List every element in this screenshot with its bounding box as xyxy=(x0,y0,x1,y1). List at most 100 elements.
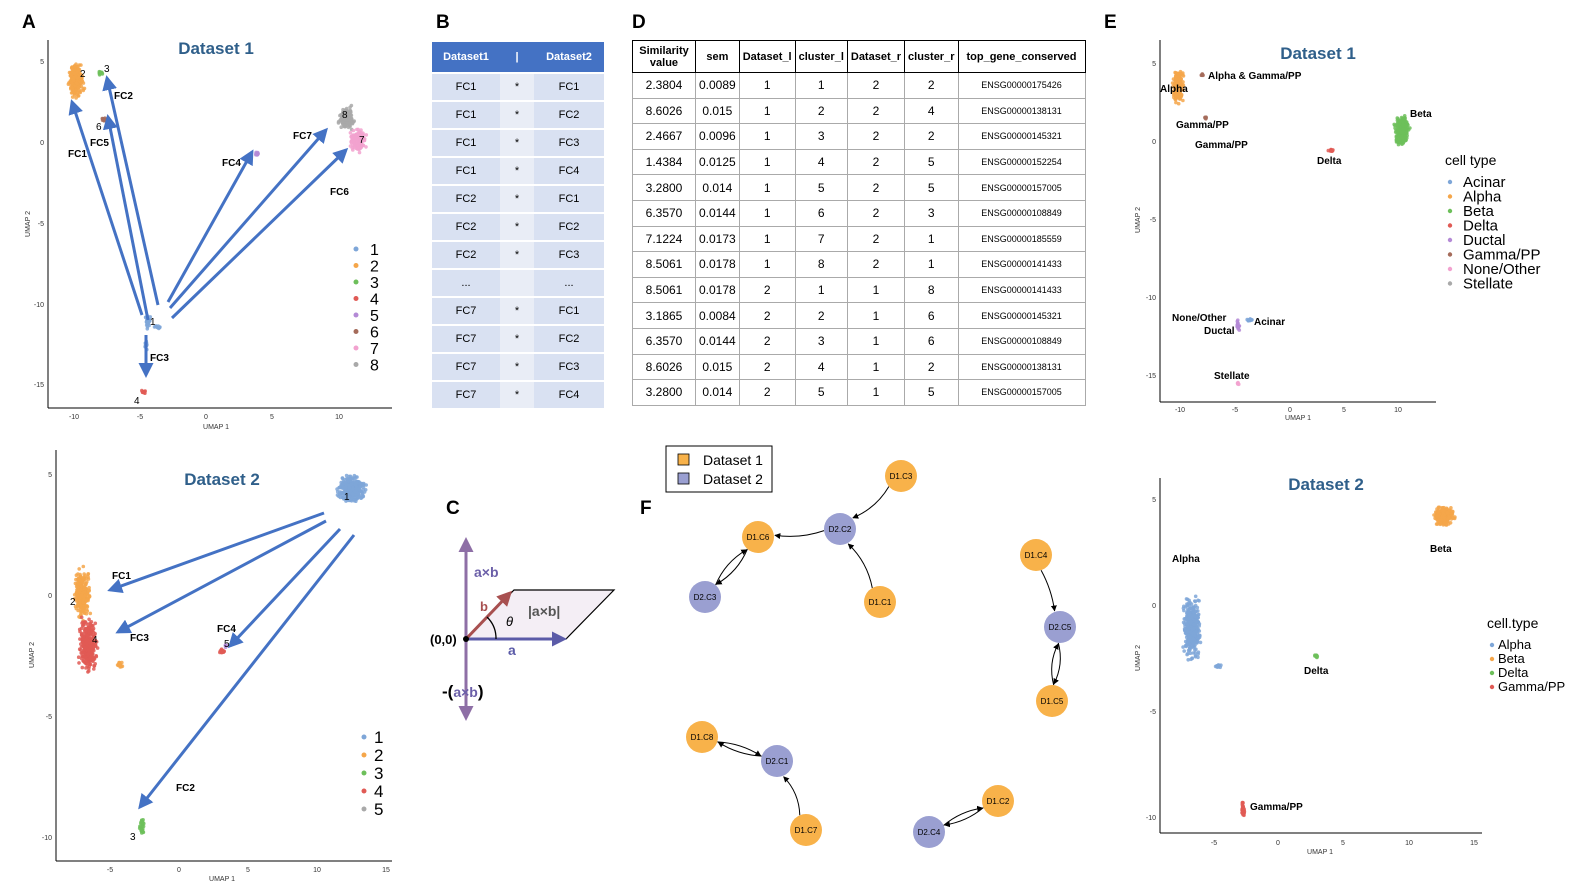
alpha-points xyxy=(1182,649,1186,653)
table-cell: ENSG00000108849 xyxy=(957,199,1086,227)
cluster-4-points xyxy=(83,628,87,633)
cluster-8-points xyxy=(340,120,345,124)
table-cell: 2 xyxy=(846,148,906,176)
cluster-1-points xyxy=(342,497,346,501)
table-cell: 0.0173 xyxy=(695,225,740,253)
table-cell: 2 xyxy=(904,353,959,381)
cluster-8-points xyxy=(352,119,357,123)
cluster-8-points xyxy=(345,121,349,125)
cluster-5-points xyxy=(255,152,260,157)
cluster-8-points xyxy=(344,111,349,116)
cluster-4-points xyxy=(87,625,91,630)
cluster-2-points xyxy=(80,609,84,614)
table-row: FC7 * FC1 xyxy=(432,298,604,324)
legend-label: 5 xyxy=(374,800,383,819)
beta-points xyxy=(1404,124,1408,128)
table-cell: 5 xyxy=(904,148,959,176)
beta-points xyxy=(1395,134,1400,138)
cluster-2-points xyxy=(78,579,83,583)
x-tick-label: 5 xyxy=(270,414,274,421)
alpha-points xyxy=(1176,88,1180,93)
table-cell: FC7 xyxy=(432,354,500,380)
cluster-2-points xyxy=(75,70,79,74)
cluster-7-points xyxy=(355,127,359,132)
alpha-points xyxy=(1190,615,1194,620)
x-tick-label: 15 xyxy=(1470,840,1478,847)
alpha-points xyxy=(1197,629,1202,633)
cluster-7-points xyxy=(361,143,365,148)
cluster-4-points xyxy=(86,670,90,674)
table-cell: 2 xyxy=(738,302,796,329)
cluster-4-points xyxy=(93,621,98,626)
table-row: ...... xyxy=(432,270,604,296)
panel-label-c: C xyxy=(446,498,460,519)
panel-label-f: F xyxy=(640,498,652,519)
table-cell: FC1 xyxy=(432,74,500,100)
legend-label: Gamma/PP xyxy=(1498,679,1565,694)
gamma-points xyxy=(1242,807,1246,811)
table-cell: FC4 xyxy=(534,382,604,408)
legend-dataset2: Dataset 2 xyxy=(703,471,763,487)
label-theta: θ xyxy=(506,614,513,629)
table-cell: ENSG00000141433 xyxy=(957,276,1086,304)
panel-label-e: E xyxy=(1104,12,1117,33)
table-cell: 1 xyxy=(846,302,906,329)
legend-label: Alpha xyxy=(1498,637,1532,652)
cluster-2-points xyxy=(69,70,73,75)
table-cell: 1 xyxy=(846,276,906,304)
cluster-1-points xyxy=(344,473,349,478)
cluster-label: 4 xyxy=(92,635,98,646)
y-tick-label: -5 xyxy=(1150,217,1156,224)
table-cell: * xyxy=(500,186,534,212)
cluster-2-points xyxy=(82,597,86,602)
header-cell: cluster_r xyxy=(904,40,959,73)
cluster-1-points xyxy=(352,498,357,503)
table-cell: 1 xyxy=(794,72,848,99)
x-tick-label: -5 xyxy=(1232,407,1238,414)
alpha-points xyxy=(1188,651,1193,655)
table-cell: FC2 xyxy=(432,242,500,268)
table-cell: 8.5061 xyxy=(632,276,696,304)
header-cell: Dataset1 xyxy=(432,42,500,72)
cluster-2-points xyxy=(86,572,91,576)
graph-node: D2.C1 xyxy=(761,745,793,777)
y-axis-label: UMAP 2 xyxy=(1135,645,1142,671)
arrow-label-fc1: FC1 xyxy=(68,149,87,160)
table-cell: 3 xyxy=(794,327,848,355)
table-cell: 2 xyxy=(904,72,959,99)
cluster-4-points xyxy=(89,628,93,633)
cluster-7-points xyxy=(349,140,354,144)
table-cell: FC1 xyxy=(432,130,500,156)
graph-edge xyxy=(1040,569,1057,612)
beta-points xyxy=(1405,133,1409,138)
legend-label: Stellate xyxy=(1463,276,1513,293)
panel-label-a: A xyxy=(22,12,36,33)
graph-node: D2.C3 xyxy=(689,581,721,613)
cluster-3-points xyxy=(139,820,143,824)
cluster-label: 7 xyxy=(359,135,365,146)
alpha-points xyxy=(1185,604,1189,608)
table-cell: * xyxy=(500,74,534,100)
node-label: D1.C2 xyxy=(987,797,1010,806)
table-cell: * xyxy=(500,354,534,380)
x-tick-label: -10 xyxy=(69,414,79,421)
scatter-points xyxy=(66,62,369,396)
alpha-points xyxy=(1191,641,1196,646)
graph-node: D1.C5 xyxy=(1036,685,1068,717)
alpha-points xyxy=(1179,77,1183,81)
cluster-4-points xyxy=(92,664,96,668)
cluster-4-points xyxy=(78,648,83,652)
table-row: FC1 * FC1 xyxy=(432,74,604,100)
cluster-4-points xyxy=(88,656,92,661)
legend-marker xyxy=(1489,670,1495,676)
cluster-2-points xyxy=(82,587,86,591)
alpha-points xyxy=(1181,606,1186,611)
table-row: FC2 * FC2 xyxy=(432,214,604,240)
cluster-1-points xyxy=(337,485,342,490)
cluster-1-points xyxy=(353,482,357,487)
cluster-2-points xyxy=(78,600,82,605)
cluster-8-points xyxy=(339,125,344,129)
legend-label: Ductal xyxy=(1463,232,1506,249)
legend-title: cell type xyxy=(1445,152,1497,168)
cluster-2-points xyxy=(70,65,74,69)
